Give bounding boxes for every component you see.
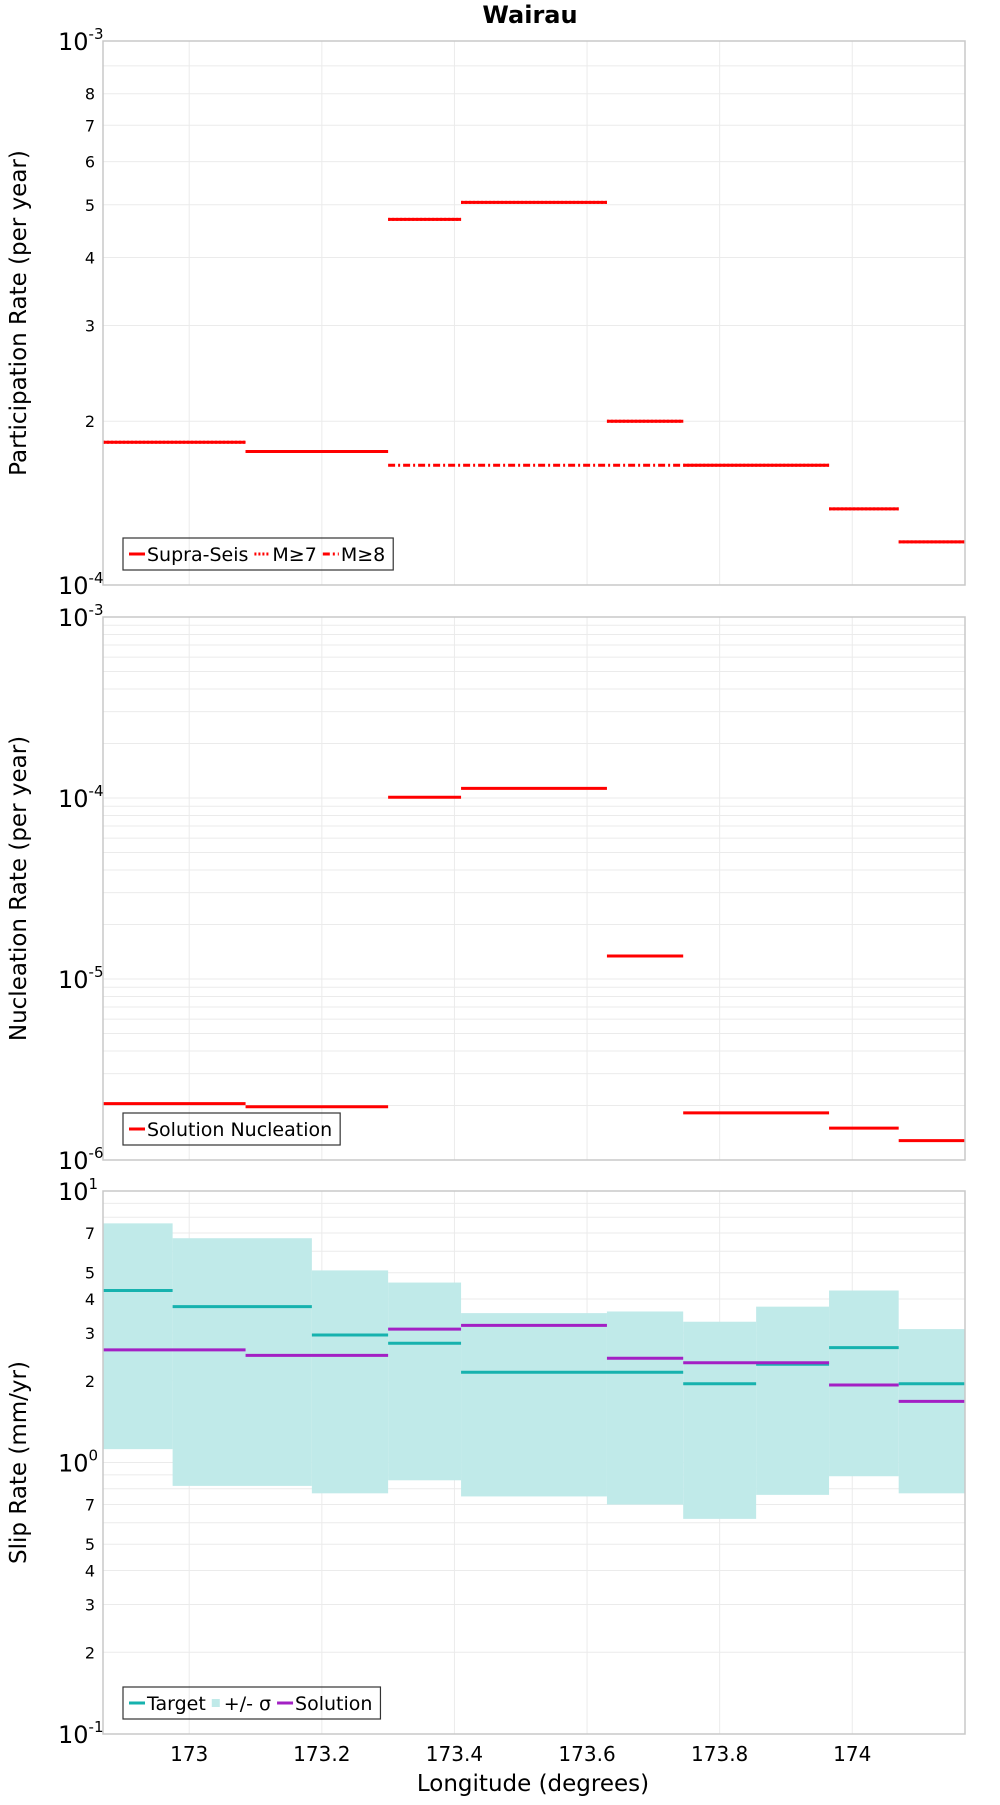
sigma-band-segment	[829, 1290, 899, 1477]
y-tick-label: 7	[85, 1224, 95, 1243]
y-tick-label: 3	[85, 1324, 95, 1343]
y-tick-label: 10-5	[58, 963, 104, 994]
plot-frame	[102, 1190, 966, 1735]
x-tick-label: 173	[170, 1742, 208, 1766]
x-tick-label: 174	[833, 1742, 871, 1766]
x-tick-label: 173.6	[558, 1742, 615, 1766]
y-tick-label: 10-3	[58, 25, 104, 56]
y-axis-label: Slip Rate (mm/yr)	[6, 1361, 32, 1564]
y-tick-label: 10-3	[58, 601, 104, 632]
sigma-band-segment	[461, 1313, 607, 1497]
plot-frame	[102, 40, 966, 586]
legend-label: M≥7	[272, 544, 316, 566]
sigma-band-segment	[756, 1306, 830, 1495]
y-tick-label: 4	[85, 1290, 95, 1309]
chart-title: Wairau	[482, 1, 577, 29]
y-tick-label: 10-4	[58, 782, 104, 813]
sigma-band-segment	[388, 1282, 462, 1481]
sigma-band-segment	[898, 1329, 965, 1494]
y-tick-label: 5	[85, 1535, 95, 1554]
y-tick-label: 2	[85, 1372, 95, 1391]
panel-nucleation: 10-3 10-4 10-5 10-6 Nucleation Rate (per yea…	[6, 601, 966, 1175]
legend-item: Solution Nucleation	[129, 1119, 332, 1141]
y-tick-label: 10-6	[58, 1144, 104, 1175]
legend-swatch	[211, 1699, 220, 1707]
legend: Supra-Seis M≥7 M≥8	[122, 537, 394, 571]
y-tick-label: 8	[85, 85, 95, 104]
legend-item: M≥8	[322, 544, 385, 566]
y-tick-label: 2	[85, 1643, 95, 1662]
y-tick-label: 4	[85, 1562, 95, 1581]
series-solution-nucleation	[103, 786, 965, 1143]
legend-label: M≥8	[341, 544, 385, 566]
legend-box	[122, 537, 394, 571]
y-tick-label: 7	[85, 1496, 95, 1515]
legend-label: Solution Nucleation	[147, 1119, 332, 1141]
legend-box	[122, 1112, 341, 1146]
x-tick-label: 173.8	[691, 1742, 748, 1766]
series-supra-seis	[103, 200, 965, 544]
y-tick-label: 7	[85, 116, 95, 135]
legend-item: M≥7	[254, 544, 317, 566]
legend-item: Supra-Seis	[129, 544, 248, 566]
panel-participation: 10-3 10-4 8 7 6 5 4 3 2 Participation Rate (per y…	[6, 25, 966, 600]
legend-box	[122, 1686, 382, 1720]
sigma-band-segment	[172, 1238, 312, 1486]
y-tick-label: 4	[85, 248, 95, 267]
sigma-band-segment	[606, 1311, 684, 1505]
sigma-band-segment	[103, 1223, 173, 1450]
legend-label: Solution	[295, 1693, 372, 1715]
y-tick-label: 10-1	[58, 1718, 104, 1749]
legend-item: +/- σ	[211, 1693, 271, 1715]
legend: Target +/- σ Solution	[122, 1686, 382, 1720]
y-tick-label: 6	[85, 153, 95, 172]
legend-item: Target	[129, 1693, 206, 1715]
y-tick-label: 100	[58, 1447, 98, 1478]
legend-item: Solution	[277, 1693, 372, 1715]
y-tick-label: 10-4	[58, 569, 104, 600]
legend-label: Target	[146, 1693, 206, 1715]
x-axis-label: Longitude (degrees)	[417, 1771, 649, 1797]
series-target	[103, 1289, 965, 1386]
y-tick-label: 3	[85, 1595, 95, 1614]
y-axis-label: Nucleation Rate (per year)	[6, 736, 32, 1041]
sigma-band-segment	[311, 1270, 389, 1494]
legend-label: Supra-Seis	[147, 544, 248, 566]
panel-slip: 101 100 10-1 7 5 4 3 2 7 5 4 3 2 Slip Rate (mm/yr) Tar…	[6, 1175, 966, 1749]
series-solution	[103, 1323, 965, 1403]
y-tick-label: 5	[85, 1264, 95, 1283]
legend-label: +/- σ	[224, 1693, 271, 1715]
y-tick-label: 101	[58, 1175, 98, 1206]
y-tick-label: 2	[85, 412, 95, 431]
series-m-7	[103, 200, 965, 544]
y-tick-label: 5	[85, 196, 95, 215]
plot-frame	[102, 616, 966, 1161]
x-tick-label: 173.2	[293, 1742, 350, 1766]
y-axis-label: Participation Rate (per year)	[6, 150, 32, 476]
sigma-band-segment	[683, 1321, 757, 1519]
x-tick-label: 173.4	[426, 1742, 483, 1766]
y-tick-label: 3	[85, 316, 95, 335]
legend: Solution Nucleation	[122, 1112, 341, 1146]
